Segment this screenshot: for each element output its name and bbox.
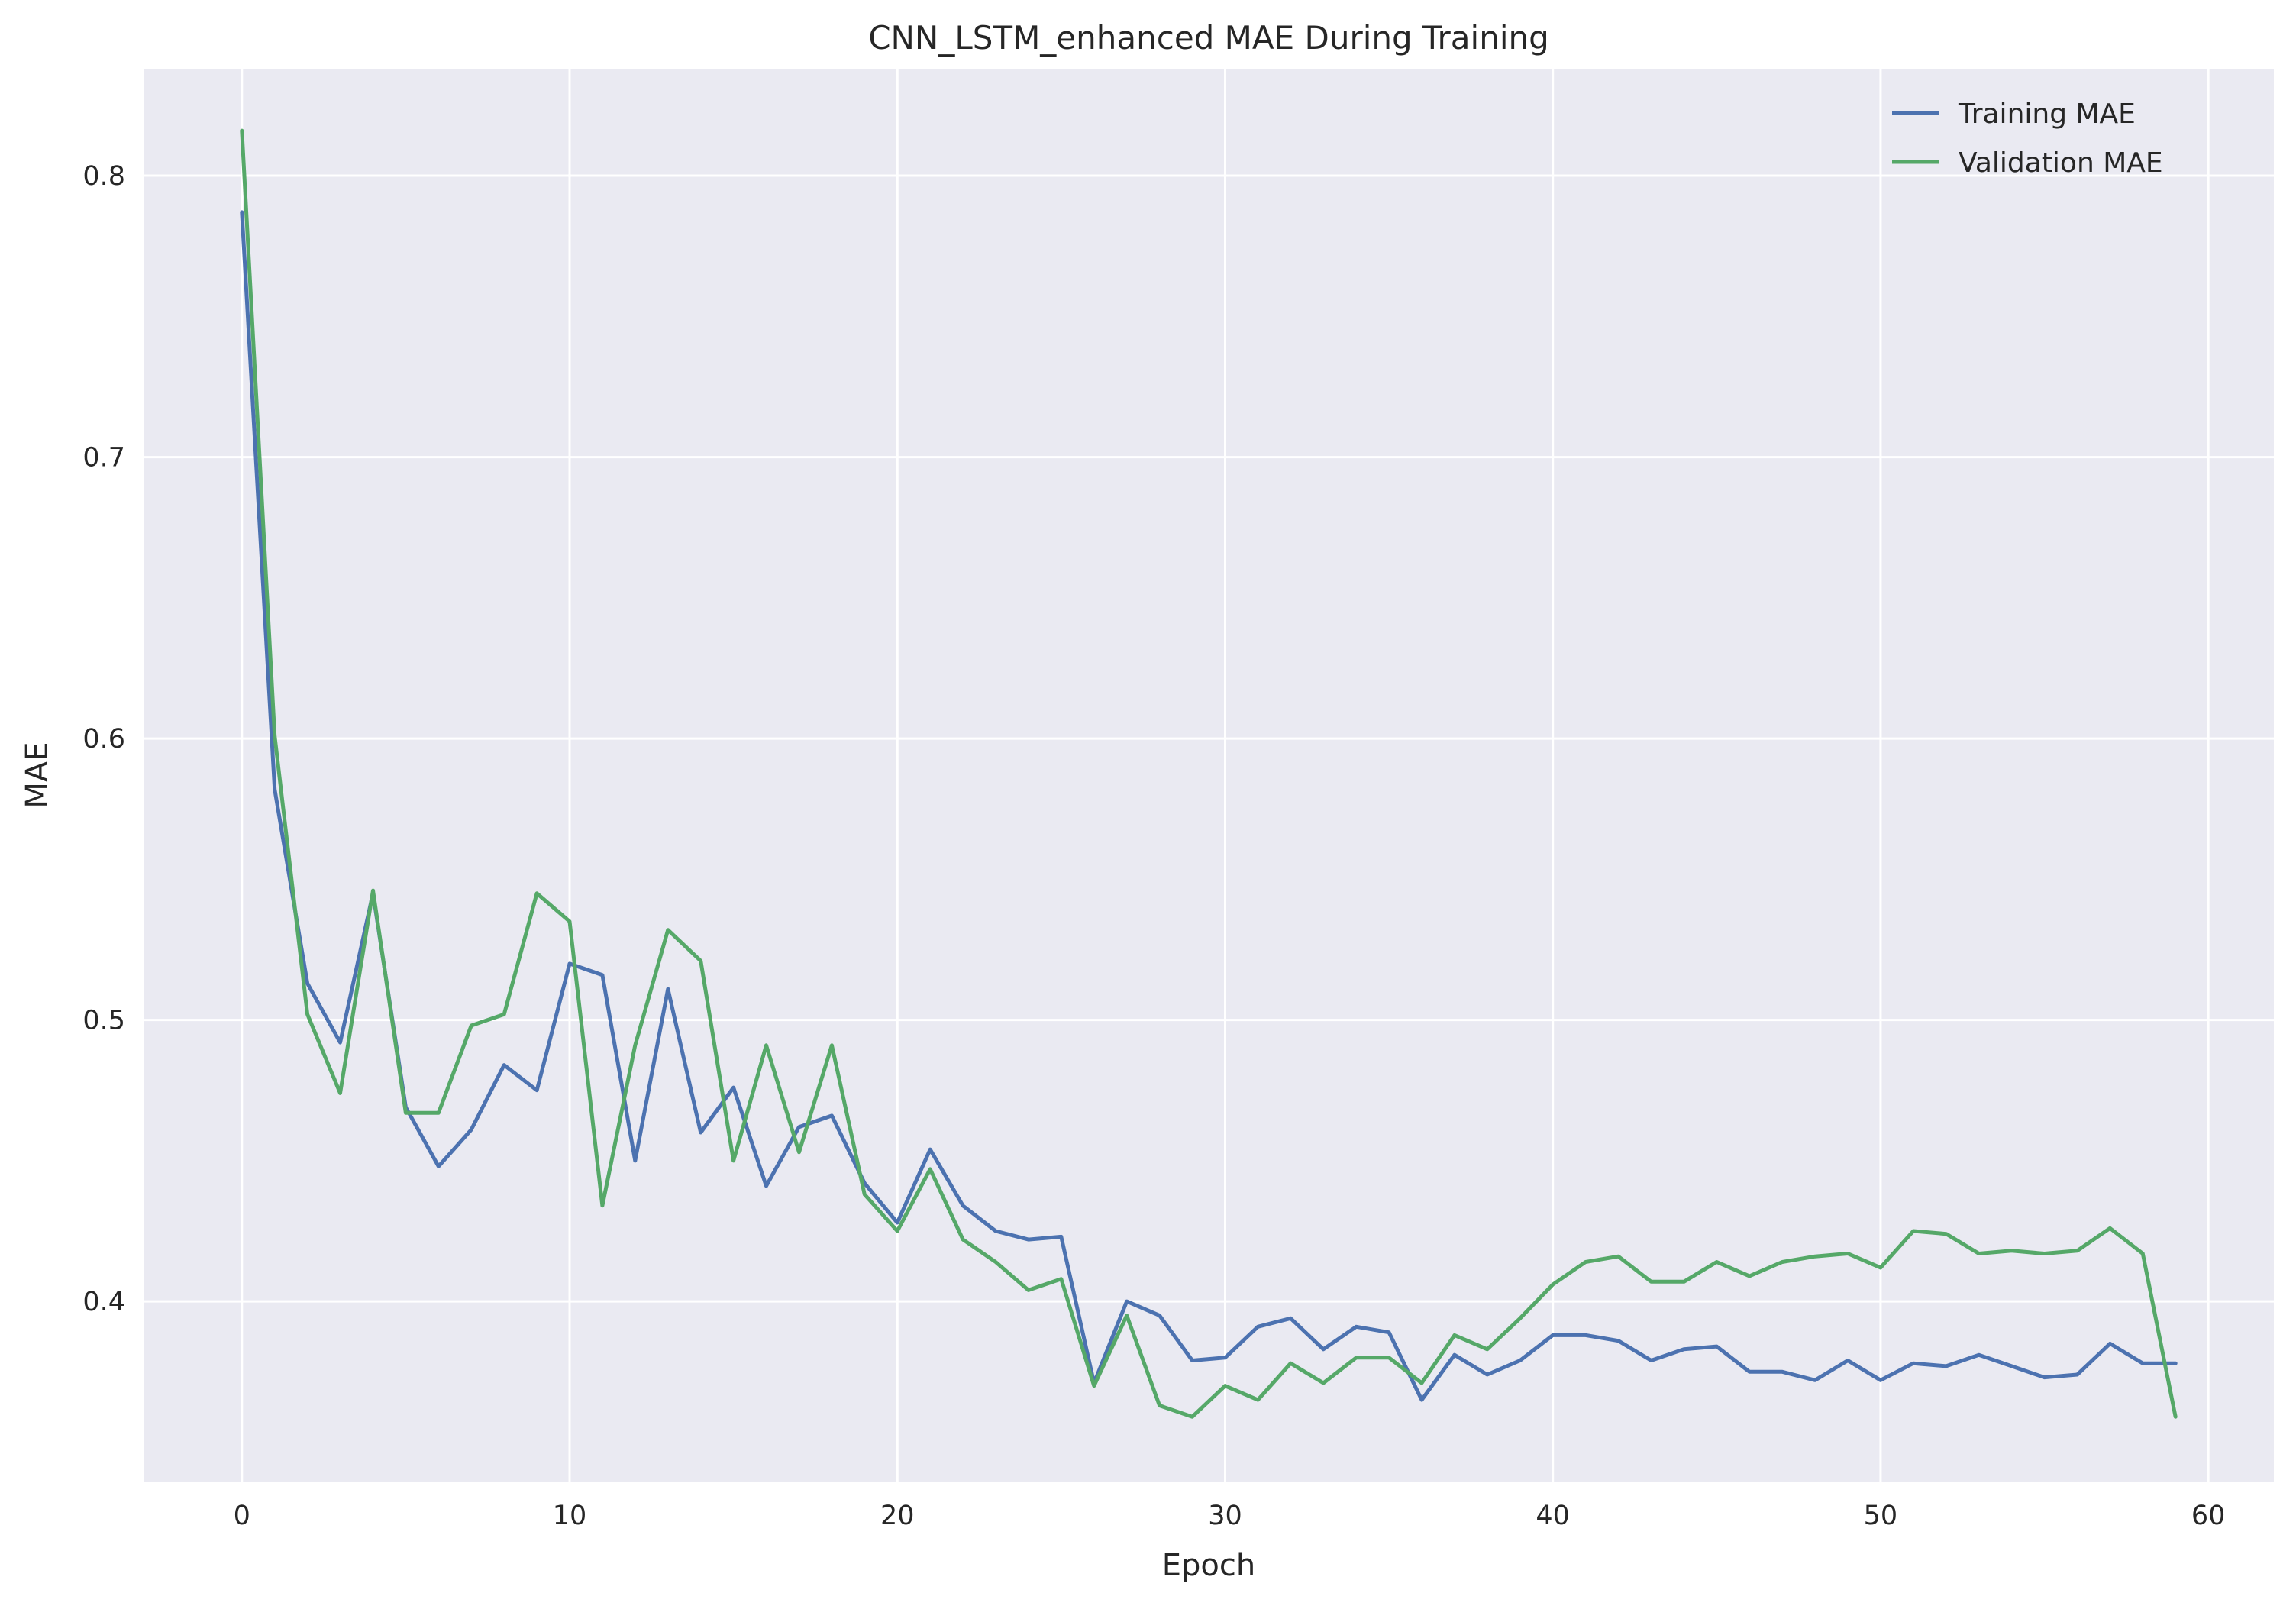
x-tick-label: 0	[234, 1501, 250, 1531]
legend: Training MAE Validation MAE	[1892, 99, 2163, 179]
series-layer	[240, 128, 2178, 1419]
grid	[144, 69, 2274, 1482]
x-tick-label: 10	[553, 1501, 587, 1531]
y-tick-label: 0.8	[82, 161, 125, 192]
x-axis-label: Epoch	[1162, 1548, 1255, 1583]
y-tick-label: 0.4	[82, 1287, 125, 1317]
x-tick-label: 30	[1208, 1501, 1242, 1531]
x-tick-label: 20	[880, 1501, 915, 1531]
legend-label-validation: Validation MAE	[1959, 147, 2163, 179]
series-line-training-mae	[240, 210, 2178, 1402]
x-tick-label: 60	[2191, 1501, 2226, 1531]
legend-label-training: Training MAE	[1958, 99, 2136, 130]
y-tick-label: 0.6	[82, 724, 125, 755]
series-line-validation-mae	[240, 128, 2178, 1419]
tick-labels: 0 10 20 30 40 50 60 0.4 0.5 0.6 0.7 0.8	[82, 161, 2225, 1531]
y-tick-label: 0.5	[82, 1006, 125, 1036]
y-tick-label: 0.7	[82, 443, 125, 473]
y-axis-label: MAE	[20, 742, 55, 808]
x-tick-label: 40	[1536, 1501, 1570, 1531]
x-tick-label: 50	[1864, 1501, 1898, 1531]
chart-title: CNN_LSTM_enhanced MAE During Training	[868, 19, 1549, 57]
plot-area	[144, 69, 2274, 1482]
